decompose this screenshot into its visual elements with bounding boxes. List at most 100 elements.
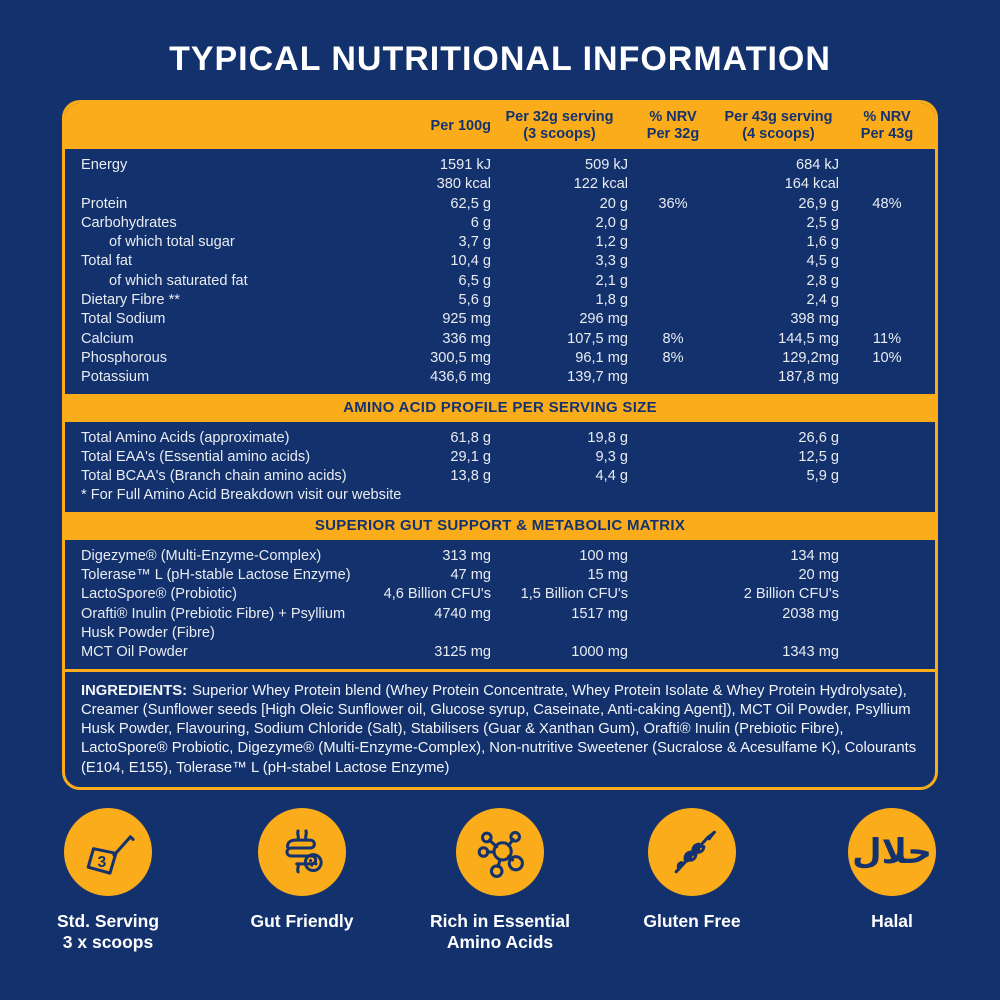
value-per-100g: 5,6 g [458,292,491,309]
badge-rich-in-eaa: Rich in Essential Amino Acids [405,808,595,953]
header-per-100g: Per 100g [430,117,491,134]
value-per-32g: 509 kJ [585,157,628,173]
table-row: MCT Oil Powder 3125 mg 1000 mg 1343 mg [65,643,935,662]
ingredients-text: Superior Whey Protein blend (Whey Protei… [81,682,917,776]
badge-label: Halal [871,911,913,931]
table-row: Tolerase™ L (pH-stable Lactose Enzyme) 47… [65,566,935,585]
nrv-per-43g: 11% [872,330,902,347]
value-per-100g: 300,5 mg [430,349,491,366]
value-per-43g: 2,5 g [806,214,839,231]
row-label: Carbohydrates [81,214,177,231]
value-per-100g: 6,5 g [458,272,491,289]
table-row: Total EAA's (Essential amino acids) 29,1 … [65,448,935,467]
amino-acid-band: AMINO ACID PROFILE PER SERVING SIZE [65,393,935,422]
value-per-43g: 187,8 mg [778,369,839,386]
amino-rows-section: Total Amino Acids (approximate) 61,8 g 19,… [65,422,935,512]
value-per-100g: 3125 mg [434,644,491,661]
page-title: TYPICAL NUTRITIONAL INFORMATION [169,40,831,78]
value-per-43g: 684 kJ [796,157,839,173]
value-per-43g: 134 mg [790,547,839,564]
scoop-icon: 3 [64,808,152,896]
row-label: Total Amino Acids (approximate) [81,429,290,446]
value-per-43g: 26,9 g [798,195,839,212]
value-per-43g: 1343 mg [782,644,839,661]
badge-label: Gut Friendly [250,911,354,931]
table-row: Phosphorous 300,5 mg 96,1 mg 8% 129,2mg 10% [65,349,935,368]
table-row: of which saturated fat 6,5 g 2,1 g 2,8 g [65,272,935,291]
row-label: Calcium [81,330,134,347]
badge-gluten-free: Gluten Free [597,808,787,932]
badge-label: Gluten Free [643,911,741,931]
table-row: LactoSpore® (Probiotic) 4,6 Billion CFU's… [65,585,935,604]
value-per-43g: 26,6 g [798,429,839,446]
row-label: LactoSpore® (Probiotic) [81,586,237,603]
row-label: Total fat [81,253,133,270]
value-per-32g: 122 kcal [573,176,628,193]
gut-rows-section: Digezyme® (Multi-Enzyme-Complex) 313 mg 10… [65,540,935,669]
row-label: Total EAA's (Essential amino acids) [81,448,311,465]
table-row: Energy 1591 kJ 509 kJ 684 kJ [65,156,935,175]
value-per-100g: 4,6 Billion CFU's [383,586,491,603]
amino-footnote: * For Full Amino Acid Breakdown visit ou… [81,487,402,504]
value-per-32g: 20 g [599,195,628,212]
header-per-32g: Per 32g serving (3 scoops) [505,109,614,142]
row-label: Energy [81,157,128,173]
table-row: Carbohydrates 6 g 2,0 g 2,5 g [65,214,935,233]
value-per-43g: 1,6 g [806,234,839,251]
table-row: Orafti® Inulin (Prebiotic Fibre) + Psyll… [65,605,935,644]
value-per-32g: 4,4 g [595,468,628,485]
value-per-32g: 3,3 g [595,253,628,270]
value-per-43g: 2 Billion CFU's [743,586,839,603]
value-per-43g: 4,5 g [806,253,839,270]
value-per-32g: 96,1 mg [575,349,628,366]
value-per-32g: 15 mg [587,567,628,584]
value-per-43g: 164 kcal [784,176,839,193]
wheat-icon [648,808,736,896]
row-label: MCT Oil Powder [81,644,188,661]
ingredients-section: INGREDIENTS: Superior Whey Protein blend … [65,668,935,787]
value-per-32g: 107,5 mg [567,330,628,347]
badge-std-serving: 3 Std. Serving 3 x scoops [13,808,203,953]
value-per-100g: 436,6 mg [430,369,491,386]
nutrition-rows-section: Energy 1591 kJ 509 kJ 684 kJ 380 kcal 122 kca… [65,149,935,394]
value-per-100g: 47 mg [450,567,491,584]
value-per-32g: 1,2 g [595,234,628,251]
nutrition-table-card: Per 100g Per 32g serving (3 scoops) % NR… [62,100,938,791]
row-label: of which saturated fat [109,272,248,289]
row-label: of which total sugar [109,234,235,251]
badge-label: Rich in Essential Amino Acids [429,911,571,952]
value-per-32g: 2,1 g [595,272,628,289]
value-per-32g: 2,0 g [595,214,628,231]
value-per-100g: 61,8 g [450,429,491,446]
nrv-per-32g: 8% [662,330,684,347]
value-per-32g: 139,7 mg [567,369,628,386]
value-per-100g: 925 mg [442,311,491,328]
ingredients-label: INGREDIENTS: [81,682,188,699]
value-per-32g: 19,8 g [587,429,628,446]
value-per-100g: 10,4 g [450,253,491,270]
value-per-43g: 20 mg [798,567,839,584]
value-per-43g: 129,2mg [782,349,839,366]
row-label: Potassium [81,369,150,386]
table-row: Potassium 436,6 mg 139,7 mg 187,8 mg [65,368,935,387]
table-row: 380 kcal 122 kcal 164 kcal [65,175,935,194]
row-label: Tolerase™ L (pH-stable Lactose Enzyme) [81,567,351,584]
value-per-100g: 380 kcal [436,176,491,193]
value-per-32g: 1517 mg [571,605,628,622]
table-row: Total Amino Acids (approximate) 61,8 g 19,… [65,429,935,448]
value-per-43g: 2,8 g [806,272,839,289]
table-row: Dietary Fibre ** 5,6 g 1,8 g 2,4 g [65,291,935,310]
nrv-per-32g: 8% [662,349,684,366]
value-per-100g: 336 mg [442,330,491,347]
row-label: Dietary Fibre ** [81,292,180,309]
badge-label: Std. Serving 3 x scoops [56,911,160,952]
value-per-43g: 144,5 mg [778,330,839,347]
value-per-100g: 62,5 g [450,195,491,212]
nrv-per-43g: 48% [872,195,902,212]
table-row: Calcium 336 mg 107,5 mg 8% 144,5 mg 11% [65,330,935,349]
gut-icon [258,808,346,896]
value-per-32g: 100 mg [579,547,628,564]
halal-icon: حلال [848,808,936,896]
table-row: of which total sugar 3,7 g 1,2 g 1,6 g [65,233,935,252]
value-per-43g: 2038 mg [782,605,839,622]
